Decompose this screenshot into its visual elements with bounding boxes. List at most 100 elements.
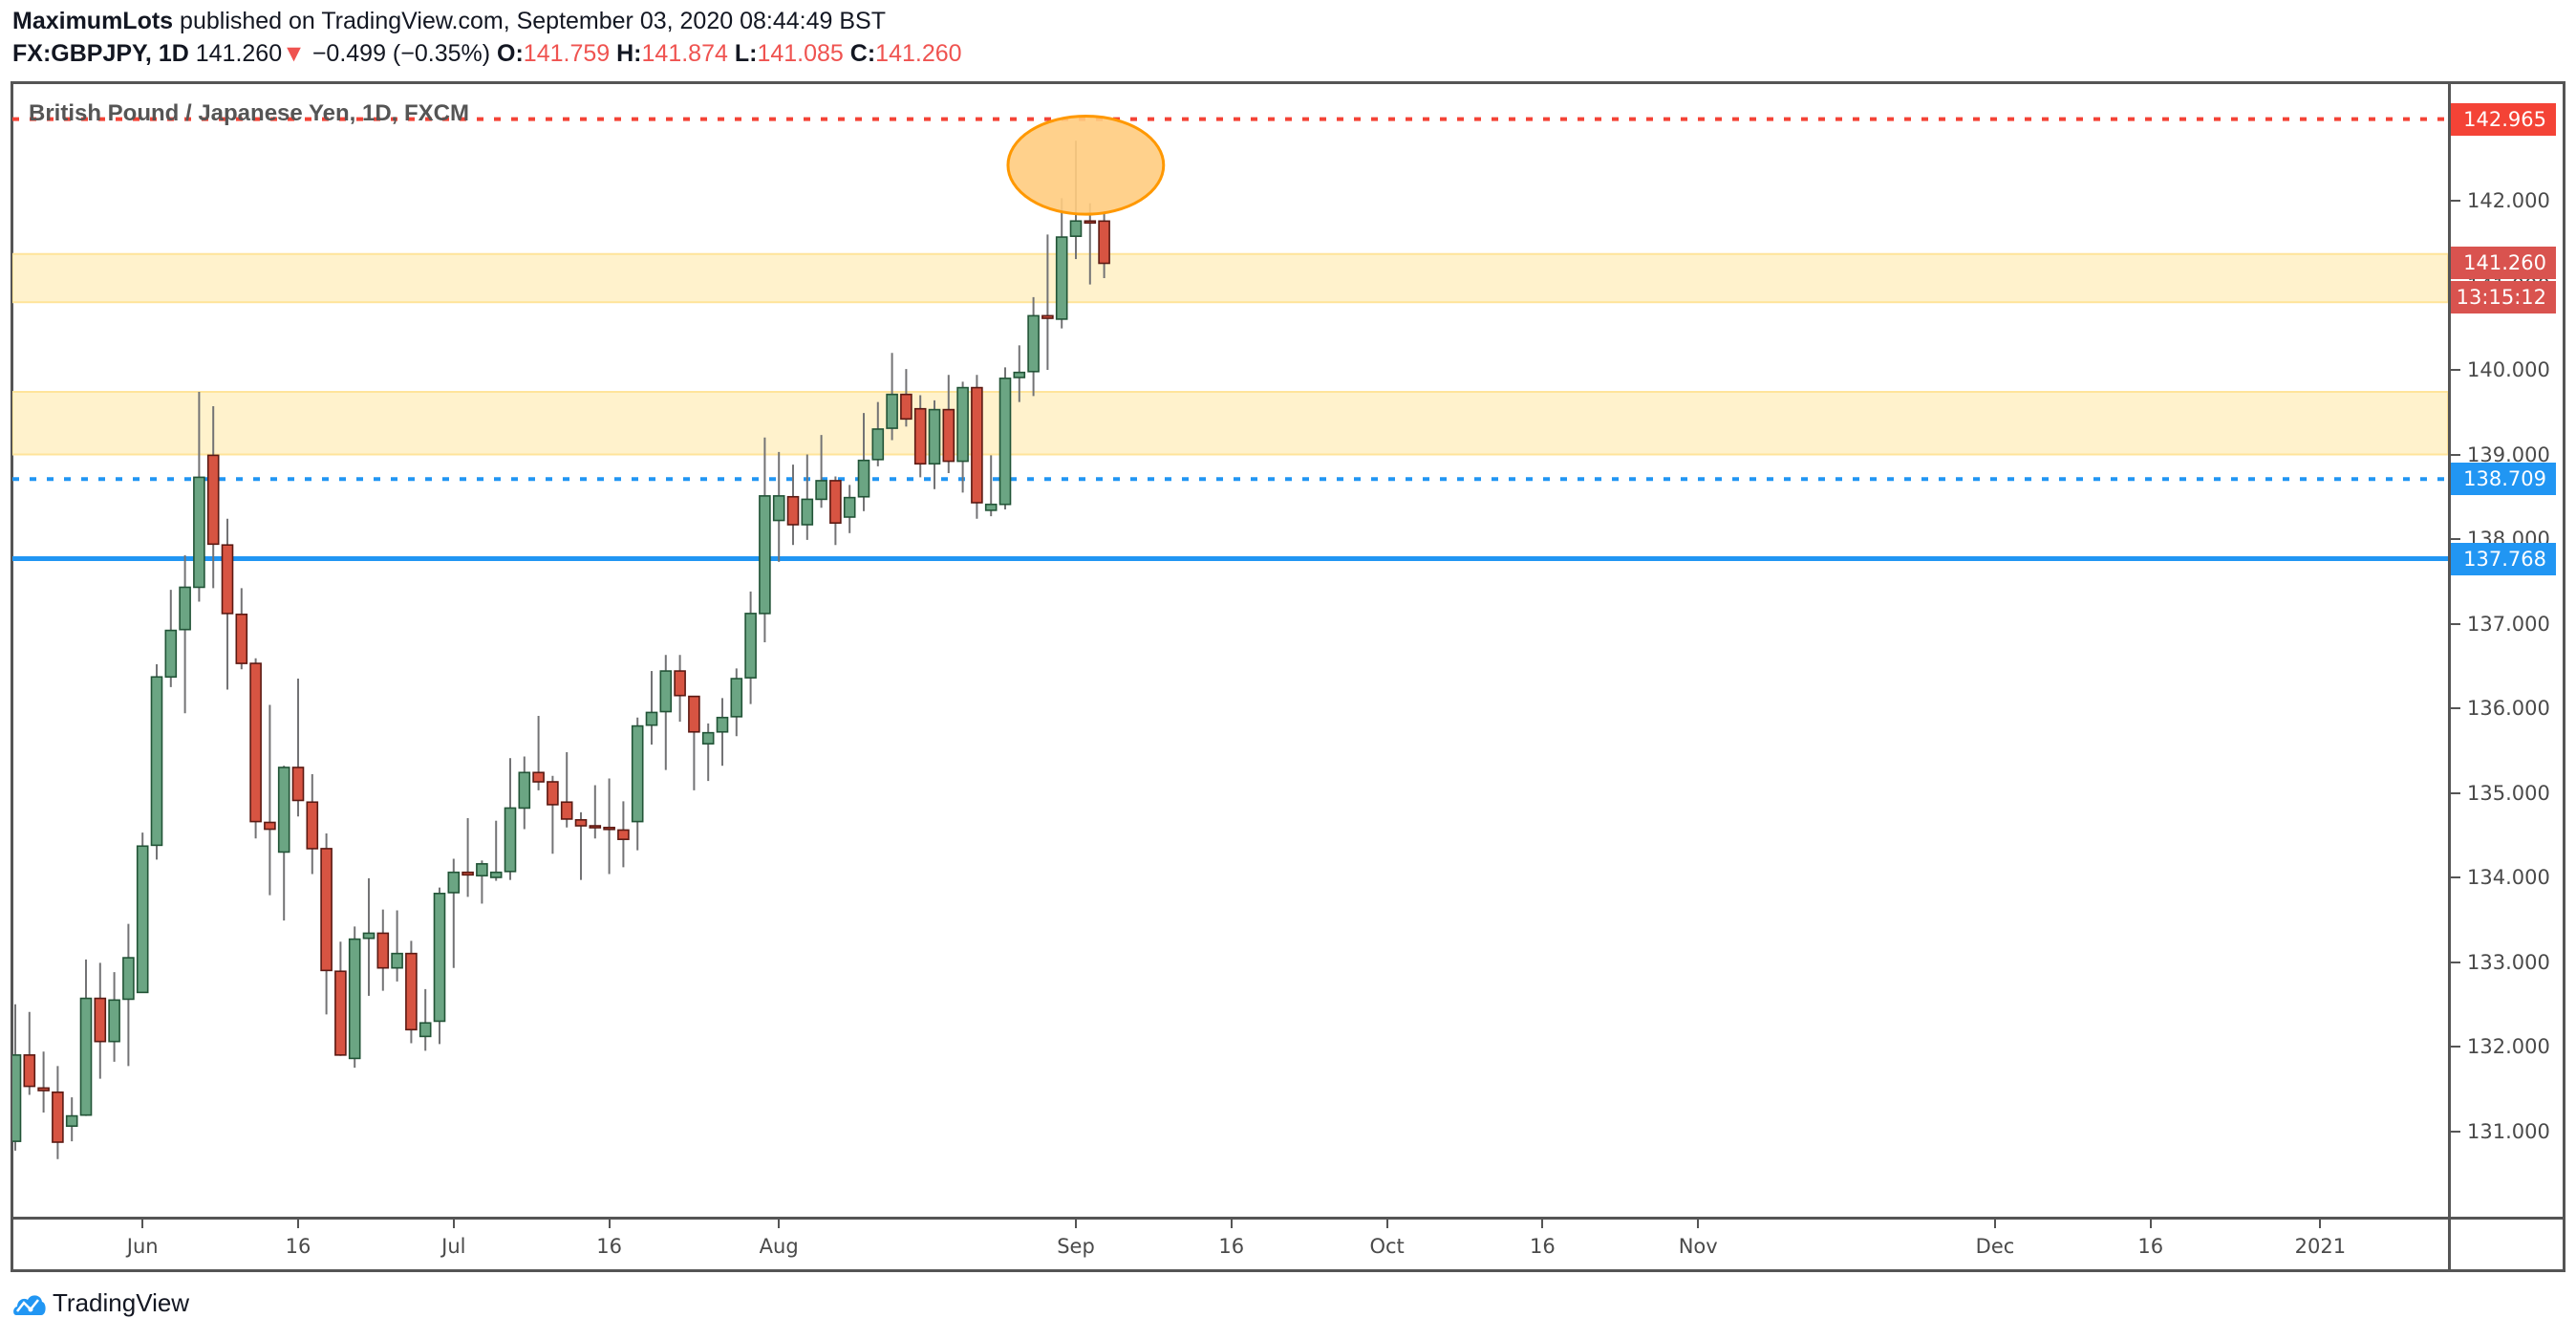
candle-body-up bbox=[716, 716, 729, 733]
candle bbox=[306, 774, 319, 875]
candle-body-down bbox=[221, 544, 234, 615]
tradingview-logo[interactable]: TradingView bbox=[12, 1288, 189, 1318]
candle-body-down bbox=[603, 826, 615, 831]
candle bbox=[108, 972, 120, 1062]
candle bbox=[928, 400, 941, 489]
candle-body-up bbox=[956, 386, 969, 463]
price-tick bbox=[2451, 622, 2460, 625]
candle bbox=[1041, 234, 1054, 370]
resistance-zone[interactable] bbox=[12, 391, 2448, 456]
candle bbox=[122, 923, 135, 1067]
candle-body-up bbox=[150, 676, 163, 847]
down-arrow-icon: ▼ bbox=[282, 40, 306, 67]
candle-body-down bbox=[971, 386, 983, 504]
chart-title: British Pound / Japanese Yen, 1D, FXCM bbox=[29, 100, 470, 126]
price-tick-label: 140.000 bbox=[2467, 358, 2550, 381]
price-tick-label: 134.000 bbox=[2467, 866, 2550, 889]
candle bbox=[348, 926, 361, 1069]
price-tick bbox=[2451, 538, 2460, 540]
price-tick bbox=[2451, 200, 2460, 202]
candle-body-down bbox=[574, 819, 588, 827]
candle bbox=[998, 367, 1012, 510]
time-tick bbox=[141, 1220, 144, 1228]
candle bbox=[235, 588, 248, 670]
candle-body-up bbox=[277, 767, 290, 854]
candle-body-up bbox=[65, 1114, 78, 1127]
candle-body-down bbox=[94, 997, 107, 1043]
candle-body-up bbox=[476, 863, 488, 877]
candle bbox=[291, 679, 305, 817]
candle bbox=[589, 785, 602, 839]
highlight-ellipse[interactable] bbox=[1006, 115, 1166, 216]
candle-body-up bbox=[772, 495, 785, 522]
candle-body-up bbox=[815, 480, 827, 501]
chart-frame bbox=[11, 81, 2565, 1272]
candle-body-down bbox=[52, 1091, 64, 1143]
candle-body-up bbox=[701, 731, 715, 745]
candle-body-up bbox=[1027, 314, 1040, 373]
time-tick bbox=[297, 1220, 299, 1228]
time-tick-label: Aug bbox=[759, 1235, 799, 1258]
candle bbox=[984, 455, 998, 517]
candle bbox=[405, 940, 418, 1044]
candle bbox=[603, 778, 615, 875]
candle-body-down bbox=[320, 848, 333, 972]
candle bbox=[12, 1004, 22, 1151]
candle-body-down bbox=[913, 407, 927, 465]
open-value: 141.759 bbox=[523, 40, 611, 67]
last-price: 141.260 bbox=[195, 40, 283, 67]
candle-body-down bbox=[249, 662, 262, 823]
candle bbox=[971, 375, 983, 519]
candle bbox=[1084, 203, 1097, 285]
symbol: FX:GBPJPY, 1D bbox=[12, 40, 189, 67]
line-price-label: 137.768 bbox=[2451, 542, 2556, 575]
candle-body-up bbox=[928, 408, 941, 465]
candle bbox=[829, 476, 842, 546]
candle bbox=[504, 758, 517, 880]
price-axis[interactable] bbox=[2448, 83, 2451, 1270]
time-axis[interactable] bbox=[12, 1217, 2564, 1220]
candle-body-up bbox=[136, 845, 149, 994]
line-price-label: 142.965 bbox=[2451, 102, 2556, 136]
candle bbox=[1098, 211, 1110, 278]
candle-body-down bbox=[405, 952, 418, 1031]
candle bbox=[476, 860, 488, 904]
time-tick bbox=[608, 1220, 611, 1228]
candle-body-up bbox=[108, 999, 120, 1043]
resistance-zone[interactable] bbox=[12, 252, 2448, 304]
candle bbox=[886, 353, 898, 441]
candle-body-up bbox=[1069, 220, 1083, 237]
candle bbox=[518, 756, 531, 830]
price-tick-label: 137.000 bbox=[2467, 612, 2550, 636]
candle bbox=[37, 1051, 50, 1113]
candle-body-up bbox=[1013, 371, 1026, 378]
publish-info: MaximumLots published on TradingView.com… bbox=[12, 8, 886, 35]
candle-body-down bbox=[334, 970, 347, 1056]
candle-body-up bbox=[12, 1054, 22, 1142]
price-chart[interactable] bbox=[12, 83, 2448, 1217]
author-name[interactable]: MaximumLots bbox=[12, 8, 174, 34]
candle-body-up bbox=[518, 771, 531, 810]
candle bbox=[52, 1066, 64, 1159]
price-tick-label: 133.000 bbox=[2467, 950, 2550, 974]
candle bbox=[277, 766, 290, 921]
candle-body-down bbox=[589, 825, 602, 829]
candle bbox=[759, 437, 771, 642]
price-tick-label: 139.000 bbox=[2467, 443, 2550, 466]
candle-body-down bbox=[1084, 220, 1097, 225]
candle-body-up bbox=[447, 871, 461, 894]
candle-body-down bbox=[1098, 220, 1110, 265]
candle-body-up bbox=[871, 428, 885, 461]
horizontal-lines bbox=[12, 117, 2448, 562]
candle bbox=[716, 698, 729, 767]
time-tick-label: Jul bbox=[441, 1235, 466, 1258]
time-tick bbox=[2319, 1220, 2322, 1228]
candle-body-up bbox=[631, 724, 644, 823]
candle-body-up bbox=[857, 459, 870, 498]
candle bbox=[631, 717, 644, 851]
time-tick bbox=[2149, 1220, 2152, 1228]
time-tick-label: 16 bbox=[285, 1235, 311, 1258]
candle-body-down bbox=[306, 801, 319, 850]
candle-body-down bbox=[462, 871, 474, 876]
candle bbox=[815, 435, 827, 508]
